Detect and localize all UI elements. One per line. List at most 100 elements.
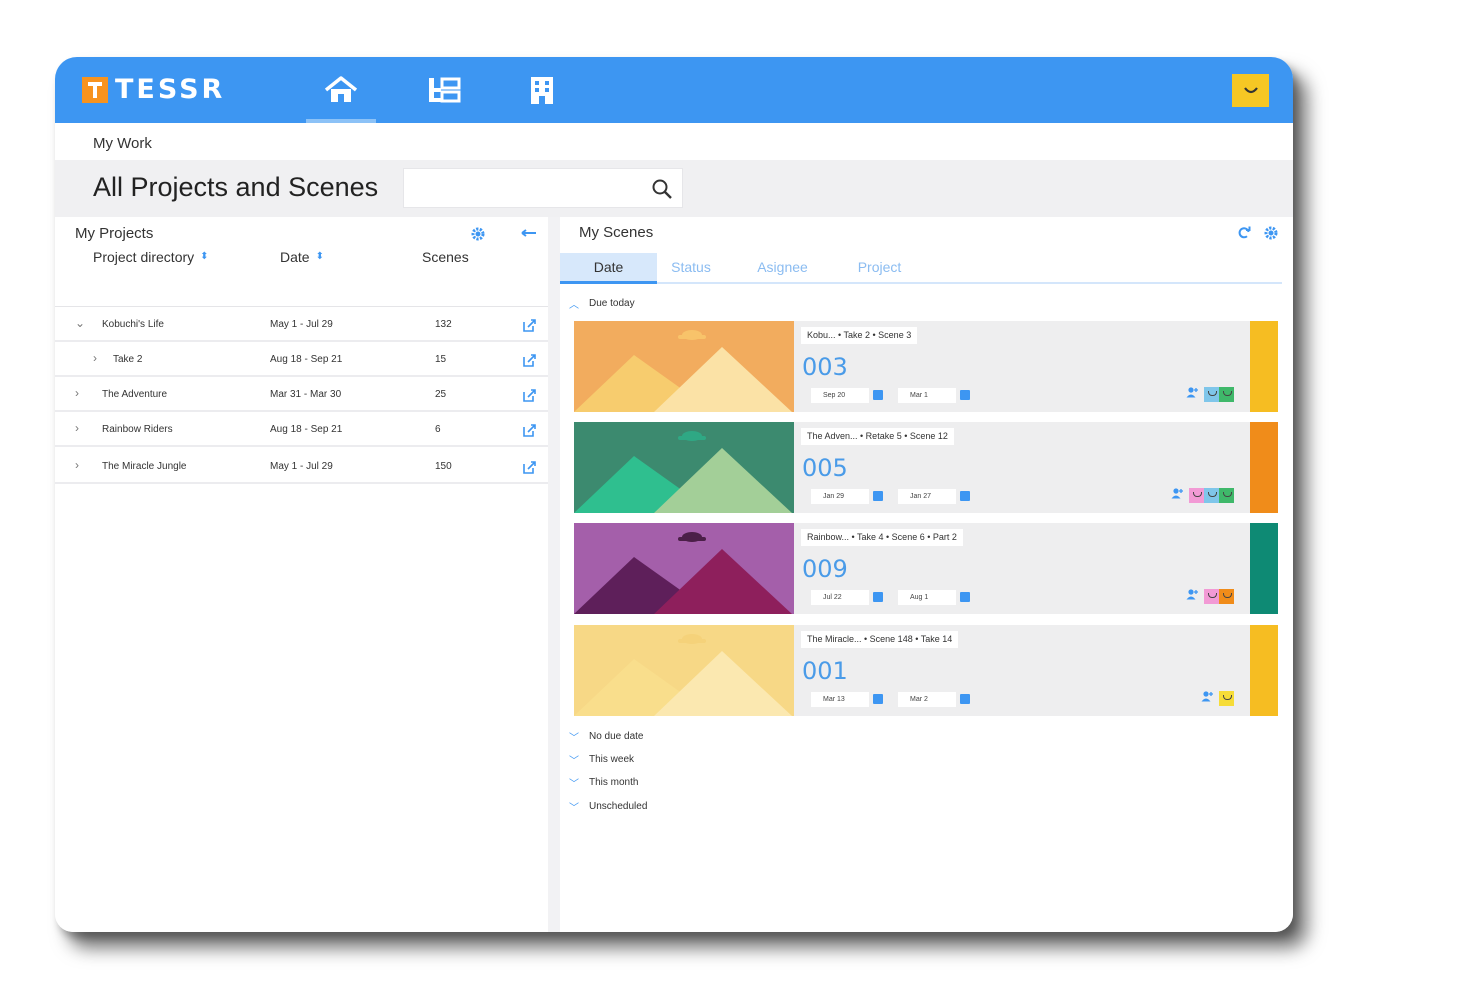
column-header-date[interactable]: Date ⬍ bbox=[280, 249, 324, 265]
logo-mark-icon bbox=[82, 77, 108, 103]
gear-icon[interactable] bbox=[1264, 226, 1278, 240]
end-date-field[interactable]: Jan 27 bbox=[898, 489, 970, 504]
scene-path: The Adven... • Retake 5 • Scene 12 bbox=[801, 428, 954, 445]
status-color-bar bbox=[1250, 625, 1278, 716]
tab-project[interactable]: Project bbox=[857, 259, 902, 275]
start-date-field[interactable]: Jul 22 bbox=[811, 590, 883, 605]
table-row[interactable]: › The Adventure Mar 31 - Mar 30 25 bbox=[55, 377, 548, 412]
nav-building-button[interactable] bbox=[507, 57, 577, 123]
project-scene-count: 132 bbox=[435, 319, 452, 330]
project-name: The Adventure bbox=[102, 389, 168, 400]
project-scene-count: 25 bbox=[435, 389, 447, 400]
calendar-icon[interactable] bbox=[960, 390, 970, 400]
avatar[interactable] bbox=[1204, 487, 1219, 503]
end-date-field[interactable]: Aug 1 bbox=[898, 590, 970, 605]
avatar-group bbox=[1204, 588, 1234, 604]
tab-asignee[interactable]: Asignee bbox=[757, 259, 808, 275]
search-icon[interactable] bbox=[651, 178, 673, 200]
breadcrumb[interactable]: My Work bbox=[93, 135, 152, 152]
project-scene-count: 15 bbox=[435, 354, 447, 365]
add-person-icon[interactable] bbox=[1186, 385, 1198, 403]
group-due-today[interactable]: ︿ Due today bbox=[569, 296, 635, 311]
chevron-down-icon: ﹀ bbox=[569, 779, 579, 790]
project-name: Take 2 bbox=[113, 354, 143, 365]
mountain-thumbnail-icon bbox=[574, 431, 792, 513]
projects-panel-title: My Projects bbox=[75, 225, 154, 242]
table-row[interactable]: › The Miracle Jungle May 1 - Jul 29 150 bbox=[55, 449, 548, 484]
nav-home-button[interactable] bbox=[306, 57, 376, 123]
brand-name: TESSR bbox=[115, 74, 226, 105]
table-row[interactable]: ⌄ Kobuchi's Life May 1 - Jul 29 132 bbox=[55, 307, 548, 342]
table-row[interactable]: › Take 2 Aug 18 - Sep 21 15 bbox=[55, 342, 548, 377]
avatar[interactable] bbox=[1219, 386, 1234, 402]
sort-icon[interactable]: ⬍ bbox=[200, 251, 209, 262]
calendar-icon[interactable] bbox=[873, 592, 883, 602]
avatar-group bbox=[1219, 690, 1234, 706]
smile-icon bbox=[1243, 86, 1258, 93]
open-external-icon[interactable] bbox=[523, 424, 536, 440]
scene-card[interactable]: Kobu... • Take 2 • Scene 3 003 Sep 20 Mar 1 bbox=[574, 321, 1278, 412]
end-date-field[interactable]: Mar 1 bbox=[898, 388, 970, 403]
end-date-value: Mar 1 bbox=[910, 392, 928, 399]
avatar[interactable] bbox=[1189, 487, 1204, 503]
start-date-field[interactable]: Sep 20 bbox=[811, 388, 883, 403]
open-external-icon[interactable] bbox=[523, 461, 536, 477]
group-row[interactable]: ﹀ No due date bbox=[569, 729, 644, 744]
scene-assignees bbox=[1201, 689, 1234, 707]
scene-path: Kobu... • Take 2 • Scene 3 bbox=[801, 327, 918, 344]
user-avatar[interactable] bbox=[1232, 74, 1269, 107]
start-date-value: Sep 20 bbox=[823, 392, 846, 399]
avatar[interactable] bbox=[1219, 487, 1234, 503]
open-external-icon[interactable] bbox=[523, 319, 536, 335]
group-row[interactable]: ﹀ This month bbox=[569, 775, 638, 790]
chevron-right-icon[interactable]: › bbox=[75, 386, 79, 400]
start-date-field[interactable]: Jan 29 bbox=[811, 489, 883, 504]
column-label: Scenes bbox=[422, 249, 469, 265]
group-row[interactable]: ﹀ This week bbox=[569, 752, 634, 767]
add-person-icon[interactable] bbox=[1186, 587, 1198, 605]
chevron-right-icon[interactable]: › bbox=[75, 421, 79, 435]
start-date-field[interactable]: Mar 13 bbox=[811, 692, 883, 707]
scene-card[interactable]: The Adven... • Retake 5 • Scene 12 005 Jan… bbox=[574, 422, 1278, 513]
avatar[interactable] bbox=[1219, 588, 1234, 604]
tessr-logo[interactable]: TESSR bbox=[82, 74, 226, 105]
column-label: Project directory bbox=[93, 249, 195, 265]
collapse-arrow-icon[interactable] bbox=[521, 228, 537, 238]
project-name: Kobuchi's Life bbox=[102, 319, 164, 330]
building-icon bbox=[531, 77, 553, 104]
calendar-icon[interactable] bbox=[873, 390, 883, 400]
status-color-bar bbox=[1250, 422, 1278, 513]
scene-card[interactable]: The Miracle... • Scene 148 • Take 14 001 M… bbox=[574, 625, 1278, 716]
tab-date[interactable]: Date bbox=[560, 253, 657, 284]
gear-icon[interactable] bbox=[471, 227, 485, 241]
chevron-down-icon[interactable]: ⌄ bbox=[75, 316, 86, 330]
end-date-field[interactable]: Mar 2 bbox=[898, 692, 970, 707]
avatar[interactable] bbox=[1204, 386, 1219, 402]
column-header-project-directory[interactable]: Project directory ⬍ bbox=[93, 249, 209, 265]
table-row[interactable]: › Rainbow Riders Aug 18 - Sep 21 6 bbox=[55, 412, 548, 447]
group-row[interactable]: ﹀ Unscheduled bbox=[569, 799, 647, 814]
avatar[interactable] bbox=[1219, 690, 1234, 706]
calendar-icon[interactable] bbox=[873, 491, 883, 501]
scene-card[interactable]: Rainbow... • Take 4 • Scene 6 • Part 2 00… bbox=[574, 523, 1278, 614]
calendar-icon[interactable] bbox=[873, 694, 883, 704]
search-input[interactable] bbox=[403, 168, 683, 208]
refresh-icon[interactable] bbox=[1237, 226, 1251, 240]
tab-status[interactable]: Status bbox=[671, 259, 711, 275]
open-external-icon[interactable] bbox=[523, 389, 536, 405]
mountain-thumbnail-icon bbox=[574, 634, 792, 716]
avatar[interactable] bbox=[1204, 588, 1219, 604]
chevron-right-icon[interactable]: › bbox=[93, 351, 97, 365]
scene-path: Rainbow... • Take 4 • Scene 6 • Part 2 bbox=[801, 529, 963, 546]
calendar-icon[interactable] bbox=[960, 694, 970, 704]
nav-tree-button[interactable] bbox=[409, 57, 479, 123]
open-external-icon[interactable] bbox=[523, 354, 536, 370]
panel-divider[interactable] bbox=[548, 217, 560, 932]
calendar-icon[interactable] bbox=[960, 491, 970, 501]
calendar-icon[interactable] bbox=[960, 592, 970, 602]
sort-icon[interactable]: ⬍ bbox=[315, 251, 324, 262]
scene-tabs: Date Status Asignee Project bbox=[560, 253, 1282, 284]
chevron-right-icon[interactable]: › bbox=[75, 458, 79, 472]
add-person-icon[interactable] bbox=[1171, 486, 1183, 504]
add-person-icon[interactable] bbox=[1201, 689, 1213, 707]
